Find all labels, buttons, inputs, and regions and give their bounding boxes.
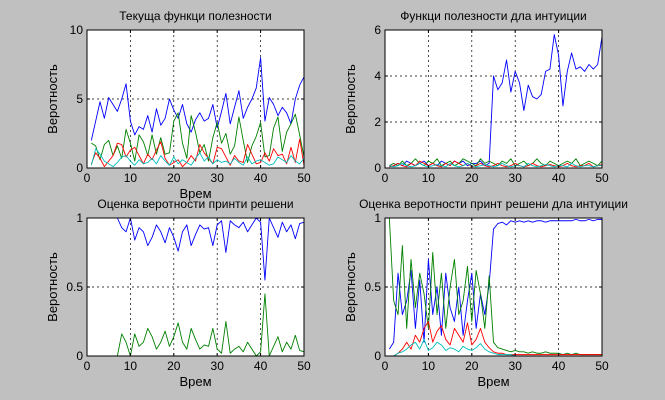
x-tick-label: 10 — [422, 359, 436, 373]
x-tick-label: 40 — [254, 171, 268, 185]
y-tick-label: 5 — [76, 92, 83, 106]
series-line-1 — [91, 217, 305, 281]
x-tick-label: 40 — [254, 359, 268, 373]
x-tick-label: 50 — [297, 171, 311, 185]
x-tick-label: 20 — [167, 171, 181, 185]
x-tick-label: 40 — [552, 359, 566, 373]
y-tick-label: 4 — [374, 69, 381, 83]
series-line-4 — [90, 148, 305, 168]
x-tick-label: 40 — [552, 171, 566, 185]
x-tick-label: 10 — [124, 171, 138, 185]
series-line-1 — [90, 57, 305, 141]
y-tick-label: 0 — [76, 349, 83, 363]
series-line-2 — [388, 217, 602, 356]
x-tick-label: 0 — [382, 359, 389, 373]
series-line-4 — [389, 162, 602, 168]
series-line-2 — [91, 293, 305, 357]
x-tick-label: 10 — [422, 171, 436, 185]
x-tick-label: 30 — [509, 171, 523, 185]
y-axis-label: Веротность — [45, 64, 60, 134]
y-tick-label: 0.5 — [364, 280, 381, 294]
x-tick-label: 30 — [509, 359, 523, 373]
x-tick-label: 20 — [465, 171, 479, 185]
x-axis-label: Врем — [477, 374, 509, 389]
x-tick-label: 20 — [167, 359, 181, 373]
axes-frame — [384, 29, 603, 169]
plot-area — [87, 30, 304, 168]
x-axis-label: Врем — [179, 186, 211, 201]
y-tick-label: 6 — [374, 23, 381, 37]
y-tick-label: 1 — [374, 211, 381, 225]
y-tick-label: 0 — [76, 161, 83, 175]
chart-title: Текуща функци полезности — [119, 9, 271, 23]
y-axis-label: Веротность — [343, 252, 358, 322]
y-tick-label: 2 — [374, 115, 381, 129]
y-axis-label: Веротность — [45, 252, 60, 322]
y-tick-label: 0.5 — [66, 280, 83, 294]
chart-panel-2: 0 10 20 30 40 50 0 2 4 6 Функци полезности дла инт… — [343, 9, 609, 185]
series-line-3 — [389, 321, 602, 357]
y-tick-label: 0 — [374, 161, 381, 175]
x-tick-label: 50 — [595, 171, 609, 185]
x-tick-label: 0 — [382, 171, 389, 185]
x-tick-label: 50 — [595, 359, 609, 373]
x-axis-label: Врем — [179, 374, 211, 389]
plot-area — [87, 218, 304, 356]
x-tick-label: 50 — [297, 359, 311, 373]
x-tick-label: 30 — [211, 171, 225, 185]
chart-panel-1: 0 10 20 30 40 50 0 5 10 Текуща функци полезности В… — [45, 9, 311, 201]
x-tick-label: 0 — [84, 359, 91, 373]
series-line-1 — [389, 34, 603, 168]
x-tick-label: 20 — [465, 359, 479, 373]
series-line-2 — [91, 112, 305, 163]
series-line-3 — [389, 160, 603, 168]
chart-panel-3: 0 10 20 30 40 50 0 0.5 1 Оценка веротности принти… — [45, 197, 311, 389]
series-line-1 — [388, 218, 602, 350]
chart-title: Функци полезности дла интуиции — [400, 9, 587, 23]
y-axis-label: Веротность — [343, 64, 358, 134]
y-tick-label: 1 — [76, 211, 83, 225]
x-tick-label: 10 — [124, 359, 138, 373]
plot-area — [385, 30, 602, 168]
chart-title: Оценка веротности принт решени дла интуи… — [359, 197, 628, 211]
y-tick-label: 10 — [70, 23, 84, 37]
x-tick-label: 0 — [84, 171, 91, 185]
y-tick-label: 0 — [374, 349, 381, 363]
x-tick-label: 30 — [211, 359, 225, 373]
chart-title: Оценка веротности принти решени — [97, 197, 293, 211]
